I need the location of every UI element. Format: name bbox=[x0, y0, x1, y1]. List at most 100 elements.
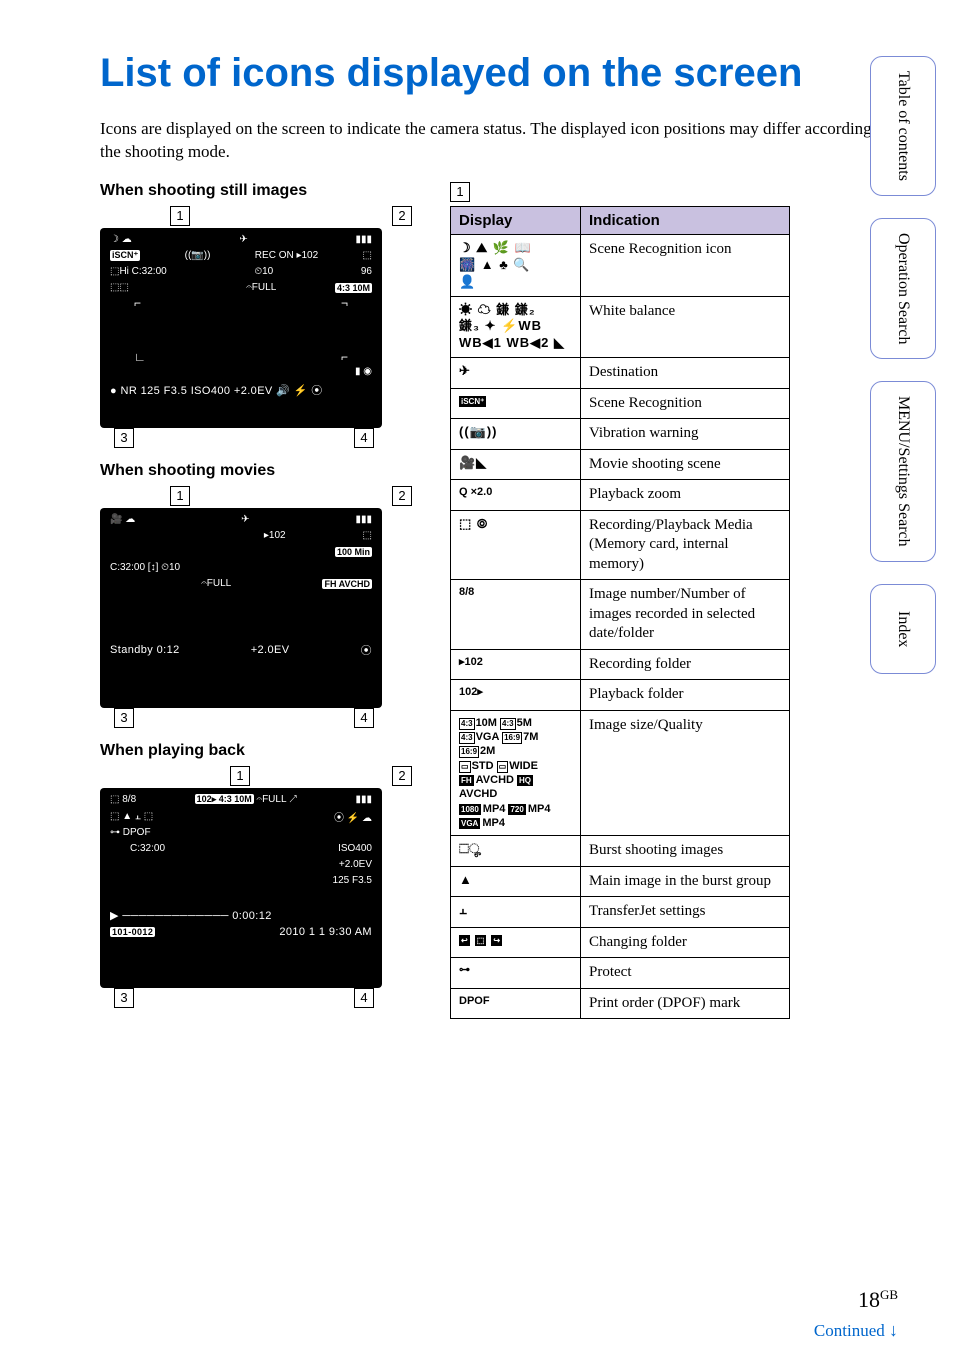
movie-min: 100 Min bbox=[335, 547, 372, 557]
cell-display: 102▸ bbox=[451, 680, 581, 711]
cell-display: ((📷)) bbox=[451, 419, 581, 450]
still-bottom: ● NR 125 F3.5 ISO400 +2.0EV 🔊 ⚡ ⦿ bbox=[104, 380, 378, 400]
table-row: Q ×2.0Playback zoom bbox=[451, 480, 790, 511]
callout-4b: 4 bbox=[354, 708, 374, 728]
cell-display: ↩ ⬚ ↪ bbox=[451, 927, 581, 958]
continued-text: Continued bbox=[814, 1321, 889, 1340]
still-vib: ((📷)) bbox=[185, 250, 211, 261]
table-row: 102▸Playback folder bbox=[451, 680, 790, 711]
play-folder: 102▸ 4:3 10M bbox=[195, 794, 254, 804]
tab-menu-settings-search[interactable]: MENU/Settings Search bbox=[870, 381, 936, 562]
cell-indication: Scene Recognition bbox=[581, 388, 790, 419]
page-number-suffix: GB bbox=[880, 1287, 898, 1302]
play-row2r: ⦿ ⚡ ☁ bbox=[334, 809, 372, 824]
cell-display: ☀ ☁ 鎌 鎌₂鎌₃ ✦ ⚡WBWB◀1 WB◀2 ◣ bbox=[451, 296, 581, 358]
right-column: 1 Display Indication ☽ ⛰ 🌿 📖🎆 ▲ ♣ 🔍👤Scen… bbox=[450, 182, 894, 1019]
cell-display: 4:310M 4:35M4:3VGA 16:97M16:92M▭STD ▭WID… bbox=[451, 710, 581, 835]
table-row: ↩ ⬚ ↪Changing folder bbox=[451, 927, 790, 958]
still-full: 𝄐FULL bbox=[246, 282, 276, 293]
movie-shot-wrap: 1 2 🎥 ☁✈▮▮▮ ▸102⬚ 100 Min C:32:00 [↕] ⏲1… bbox=[100, 486, 420, 728]
cell-indication: White balance bbox=[581, 296, 790, 358]
movie-ev: +2.0EV bbox=[251, 644, 290, 656]
play-shutter: 125 F3.5 bbox=[333, 875, 372, 886]
cell-indication: Playback folder bbox=[581, 680, 790, 711]
play-ev: +2.0EV bbox=[339, 859, 372, 870]
movie-standby: Standby 0:12 bbox=[110, 644, 180, 656]
still-96: 96 bbox=[361, 266, 372, 277]
movie-shot: 🎥 ☁✈▮▮▮ ▸102⬚ 100 Min C:32:00 [↕] ⏲10 𝄐F… bbox=[100, 508, 382, 708]
cell-indication: Vibration warning bbox=[581, 419, 790, 450]
table-row: ((📷))Vibration warning bbox=[451, 419, 790, 450]
callout-1c: 1 bbox=[230, 766, 250, 786]
page-number-value: 18 bbox=[858, 1287, 880, 1312]
left-column: When shooting still images 1 2 ☽ ☁✈▮▮▮ i… bbox=[100, 182, 420, 1014]
movie-full: 𝄐FULL bbox=[201, 578, 231, 589]
table-row: 🎥◣Movie shooting scene bbox=[451, 449, 790, 480]
movie-top-left: 🎥 ☁ bbox=[110, 514, 135, 525]
table-row: ☀ ☁ 鎌 鎌₂鎌₃ ✦ ⚡WBWB◀1 WB◀2 ◣White balance bbox=[451, 296, 790, 358]
callout-1: 1 bbox=[170, 206, 190, 226]
tab-operation-search[interactable]: Operation Search bbox=[870, 218, 936, 360]
cell-display: DPOF bbox=[451, 988, 581, 1019]
still-hi: ⬚Hi C:32:00 bbox=[110, 266, 167, 277]
cell-display: ▸102 bbox=[451, 649, 581, 680]
intro-text: Icons are displayed on the screen to ind… bbox=[100, 118, 894, 164]
still-timer: ⏲10 bbox=[254, 266, 273, 277]
cell-indication: Destination bbox=[581, 358, 790, 389]
still-top-left: ☽ ☁ bbox=[110, 234, 132, 245]
cell-display: ⊶ bbox=[451, 958, 581, 989]
still-top-mid: ✈ bbox=[239, 234, 247, 245]
movie-folder: ▸102 bbox=[264, 530, 286, 541]
play-full: 𝄐FULL ↗ bbox=[257, 794, 297, 805]
cell-indication: Scene Recognition icon bbox=[581, 234, 790, 296]
table-section-number: 1 bbox=[450, 182, 470, 202]
movie-top-mid: ✈ bbox=[241, 514, 249, 525]
still-ratio: 4:3 10M bbox=[335, 283, 372, 293]
table-row: ⬚ ⦾Recording/Playback Media (Memory card… bbox=[451, 510, 790, 580]
table-row: 4:310M 4:35M4:3VGA 16:97M16:92M▭STD ▭WID… bbox=[451, 710, 790, 835]
play-shot-wrap: 1 2 ⬚ 8/8102▸ 4:3 10M 𝄐FULL ↗▮▮▮ ⬚ ▲ ⫠ ⬚… bbox=[100, 766, 420, 1008]
still-scn: iSCN⁺ bbox=[110, 250, 140, 261]
cell-display: ⬚ೄ bbox=[451, 836, 581, 867]
still-shot: ☽ ☁✈▮▮▮ iSCN⁺((📷))REC ON ▸102⬚ ⬚Hi C:32:… bbox=[100, 228, 382, 428]
cell-display: Q ×2.0 bbox=[451, 480, 581, 511]
tab-index[interactable]: Index bbox=[870, 584, 936, 674]
cell-indication: Image size/Quality bbox=[581, 710, 790, 835]
down-arrow-icon: ↓ bbox=[889, 1320, 898, 1340]
play-dpof: ⊶ DPOF bbox=[110, 827, 151, 838]
play-top-left: ⬚ 8/8 bbox=[110, 794, 136, 805]
page-number: 18GB bbox=[858, 1287, 898, 1313]
table-row: ▸102Recording folder bbox=[451, 649, 790, 680]
table-row: ⊶Protect bbox=[451, 958, 790, 989]
cell-indication: TransferJet settings bbox=[581, 897, 790, 928]
cell-indication: Changing folder bbox=[581, 927, 790, 958]
still-shot-wrap: 1 2 ☽ ☁✈▮▮▮ iSCN⁺((📷))REC ON ▸102⬚ ⬚Hi C… bbox=[100, 206, 420, 448]
play-progress: ▶ ───────────── 0:00:12 bbox=[104, 907, 378, 924]
cell-display: 🎥◣ bbox=[451, 449, 581, 480]
cell-display: ✈ bbox=[451, 358, 581, 389]
callout-1b: 1 bbox=[170, 486, 190, 506]
movie-meter: ⦿ bbox=[361, 642, 372, 658]
cell-indication: Recording/Playback Media (Memory card, i… bbox=[581, 510, 790, 580]
cell-indication: Recording folder bbox=[581, 649, 790, 680]
table-row: 8/8Image number/Number of images recorde… bbox=[451, 580, 790, 650]
callout-4: 4 bbox=[354, 428, 374, 448]
th-indication: Indication bbox=[581, 206, 790, 234]
th-display: Display bbox=[451, 206, 581, 234]
callout-3c: 3 bbox=[114, 988, 134, 1008]
table-row: ⫠TransferJet settings bbox=[451, 897, 790, 928]
page-title: List of icons displayed on the screen bbox=[100, 50, 894, 96]
play-date: 2010 1 1 9:30 AM bbox=[279, 926, 372, 938]
callout-4c: 4 bbox=[354, 988, 374, 1008]
play-shot: ⬚ 8/8102▸ 4:3 10M 𝄐FULL ↗▮▮▮ ⬚ ▲ ⫠ ⬚⦿ ⚡ … bbox=[100, 788, 382, 988]
play-row2l: ⬚ ▲ ⫠ ⬚ bbox=[110, 811, 153, 822]
callout-3: 3 bbox=[114, 428, 134, 448]
tab-toc[interactable]: Table of contents bbox=[870, 56, 936, 196]
continued-label: Continued ↓ bbox=[814, 1320, 898, 1341]
table-row: iSCN⁺Scene Recognition bbox=[451, 388, 790, 419]
play-file: 101-0012 bbox=[110, 927, 155, 937]
table-row: ☽ ⛰ 🌿 📖🎆 ▲ ♣ 🔍👤Scene Recognition icon bbox=[451, 234, 790, 296]
movie-time: C:32:00 [↕] ⏲10 bbox=[110, 562, 180, 573]
play-iso: ISO400 bbox=[338, 843, 372, 854]
cell-display: ⫠ bbox=[451, 897, 581, 928]
